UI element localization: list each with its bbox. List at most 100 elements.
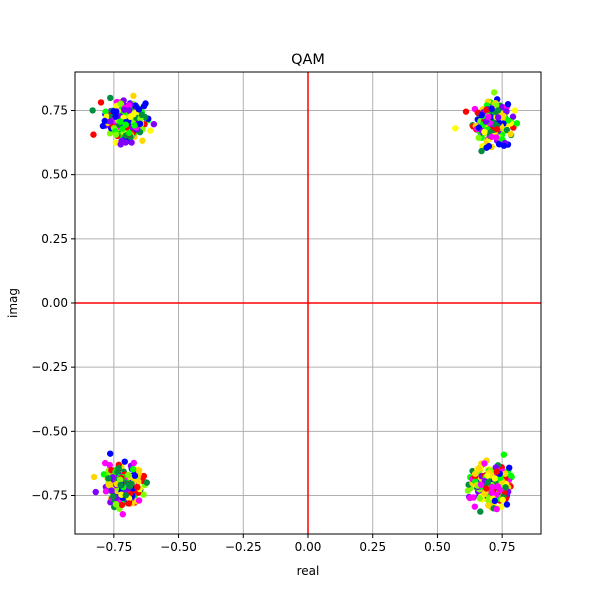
- x-tick-label-1: −0.50: [160, 540, 197, 554]
- scatter-point-c0-275: [125, 129, 133, 137]
- scatter-point-c2-264: [125, 500, 133, 507]
- scatter-point-c0-277: [117, 100, 125, 107]
- scatter-point-c2-255: [143, 479, 150, 486]
- scatter-point-c2-276: [118, 501, 126, 509]
- scatter-point-c1-250: [504, 117, 512, 124]
- scatter-point-c2-153: [107, 450, 114, 457]
- scatter-point-c0-239: [101, 117, 108, 125]
- scatter-point-c0-119: [147, 127, 154, 134]
- scatter-point-c2-269: [90, 473, 98, 481]
- scatter-point-c1-276: [475, 134, 482, 141]
- scatter-point-c0-167: [128, 139, 135, 146]
- scatter-point-c3-293: [489, 483, 496, 491]
- scatter-point-c2-183: [140, 472, 148, 480]
- scatter-point-c3-297: [484, 479, 492, 486]
- scatter-point-c1-130: [490, 89, 498, 96]
- x-tick-label-6: 0.75: [489, 540, 516, 554]
- scatter-point-c3-4: [477, 508, 484, 515]
- scatter-points: [89, 89, 521, 518]
- x-axis-ticks: −0.75 −0.50 −0.25 0.00 0.25 0.50 0.75: [95, 534, 516, 554]
- scatter-point-c1-118: [452, 125, 459, 132]
- scatter-point-c0-95: [107, 94, 114, 102]
- scatter-point-c1-257: [492, 134, 500, 141]
- scatter-point-c2-182: [121, 458, 128, 465]
- scatter-point-c0-297: [112, 113, 119, 120]
- x-tick-label-2: −0.25: [225, 540, 262, 554]
- chart-title: QAM: [291, 52, 325, 68]
- scatter-point-c3-273: [491, 497, 499, 505]
- y-tick-label-5: 0.50: [41, 168, 68, 182]
- y-tick-label-1: −0.50: [31, 424, 68, 438]
- scatter-point-c0-210: [90, 131, 97, 138]
- scatter-point-c2-293: [128, 480, 135, 488]
- scatter-point-c2-286: [125, 471, 132, 479]
- scatter-point-c3-298: [488, 489, 495, 496]
- scatter-point-c3-289: [481, 460, 488, 467]
- scatter-point-c0-287: [125, 107, 133, 114]
- scatter-point-c0-178: [130, 92, 137, 100]
- y-tick-label-2: −0.25: [31, 360, 68, 374]
- scatter-point-c2-277: [122, 492, 130, 499]
- scatter-point-c1-287: [493, 126, 501, 133]
- scatter-point-c2-274: [129, 466, 137, 473]
- scatter-point-c0-271: [136, 120, 144, 128]
- reference-lines: [75, 72, 541, 534]
- scatter-point-c2-93: [119, 511, 126, 518]
- x-tick-label-0: −0.75: [95, 540, 132, 554]
- scatter-point-c0-155: [97, 99, 105, 106]
- scatter-point-c3-234: [493, 505, 500, 513]
- y-tick-label-6: 0.75: [41, 104, 68, 118]
- scatter-point-c2-299: [117, 481, 124, 489]
- scatter-point-c3-295: [494, 483, 502, 490]
- scatter-point-c0-295: [117, 118, 124, 125]
- scatter-point-c3-120: [464, 487, 472, 494]
- scatter-point-c0-230: [140, 102, 148, 110]
- scatter-point-c1-295: [488, 105, 495, 112]
- scatter-point-c1-279: [500, 112, 507, 120]
- scatter-point-c2-185: [130, 459, 138, 467]
- scatter-point-c2-297: [110, 493, 117, 500]
- scatter-point-c2-57: [100, 471, 108, 478]
- scatter-point-c2-176: [140, 491, 147, 498]
- scatter-point-c1-298: [494, 107, 502, 114]
- scatter-point-c2-189: [135, 497, 143, 504]
- y-tick-label-0: −0.75: [31, 489, 68, 503]
- scatter-point-c3-284: [503, 501, 511, 508]
- scatter-point-c1-290: [478, 112, 485, 119]
- scatter-point-c2-288: [131, 472, 139, 479]
- scatter-point-c1-237: [504, 101, 512, 108]
- scatter-point-c3-163: [506, 464, 513, 471]
- scatter-point-c3-296: [493, 468, 501, 475]
- scatter-point-c2-281: [108, 487, 115, 494]
- scatter-point-c3-179: [500, 451, 508, 458]
- scatter-point-c3-232: [476, 495, 483, 502]
- scatter-point-c0-292: [113, 108, 120, 115]
- y-axis-label: imag: [6, 288, 20, 318]
- scatter-point-c2-218: [136, 467, 143, 474]
- scatter-point-c3-258: [499, 496, 506, 503]
- scatter-point-c1-291: [483, 106, 490, 114]
- scatter-point-c2-278: [105, 475, 112, 482]
- scatter-point-c0-171: [99, 122, 107, 130]
- scatter-point-c1-275: [507, 130, 514, 138]
- scatter-point-c1-223: [513, 120, 521, 127]
- scatter-point-c0-288: [131, 122, 138, 129]
- scatter-point-c3-242: [475, 465, 482, 472]
- scatter-point-c0-291: [112, 131, 120, 138]
- x-axis-label: real: [297, 564, 320, 578]
- scatter-point-c3-292: [507, 472, 515, 479]
- scatter-point-c1-297: [494, 114, 502, 121]
- scatter-point-c0-79: [139, 137, 146, 144]
- scatter-point-c3-283: [502, 484, 509, 491]
- y-axis-ticks: −0.75 −0.50 −0.25 0.00 0.25 0.50 0.75: [31, 104, 75, 503]
- x-tick-label-4: 0.25: [359, 540, 386, 554]
- scatter-point-c3-117: [471, 503, 478, 510]
- scatter-point-c2-259: [102, 488, 110, 495]
- scatter-point-c3-274: [501, 470, 509, 477]
- scatter-point-c3-167: [466, 494, 474, 502]
- scatter-point-c1-249: [488, 133, 495, 140]
- scatter-point-c0-296: [121, 106, 128, 113]
- scatter-point-c3-287: [477, 481, 485, 489]
